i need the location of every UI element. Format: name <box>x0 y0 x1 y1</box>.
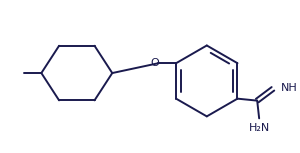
Text: H₂N: H₂N <box>248 123 270 133</box>
Text: NH: NH <box>281 83 298 93</box>
Text: O: O <box>150 58 159 68</box>
